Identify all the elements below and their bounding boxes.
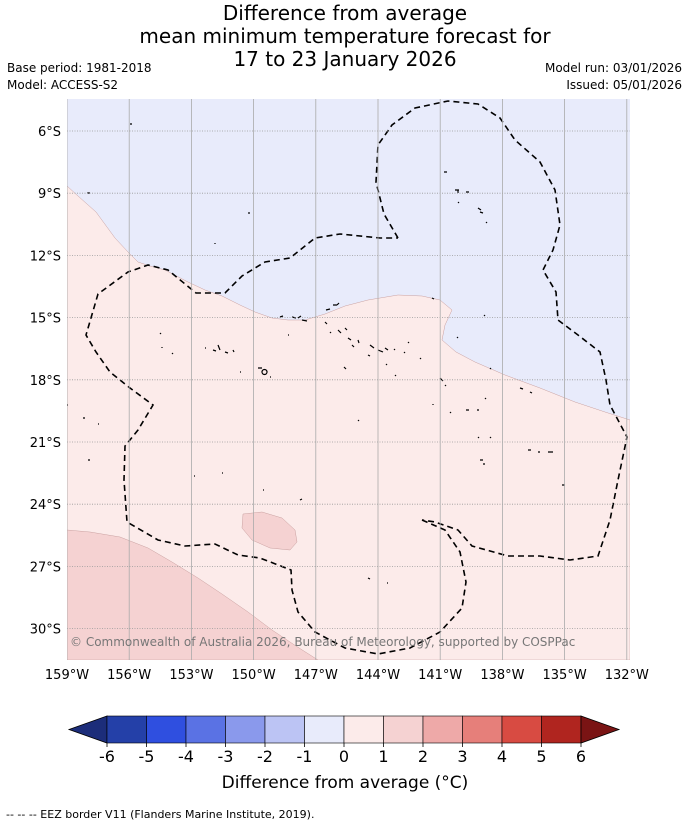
lat-label: 30°S: [30, 623, 61, 638]
copyright-credit: © Commonwealth of Australia 2026, Bureau…: [70, 635, 575, 649]
colorbar-segment: [304, 715, 345, 744]
colorbar-tick-label: 2: [418, 747, 428, 766]
title-line-2: mean minimum temperature forecast for: [139, 24, 551, 48]
colorbar-tick-label: 6: [576, 747, 586, 766]
lat-label: 9°S: [38, 187, 61, 202]
lat-label: 18°S: [30, 374, 61, 389]
colorbar-tick-label: -4: [178, 747, 194, 766]
title-line-3: 17 to 23 January 2026: [233, 47, 457, 71]
colorbar-tick-label: -5: [139, 747, 155, 766]
colorbar-tick-label: 1: [378, 747, 388, 766]
lat-label: 15°S: [30, 312, 61, 327]
colorbar-under-arrow: [67, 715, 108, 744]
lon-label: 132°W: [605, 668, 649, 683]
colorbar-segment: [225, 715, 266, 744]
title-line-1: Difference from average: [222, 1, 468, 25]
colorbar-over-arrow: [580, 715, 621, 744]
colorbar-segment: [264, 715, 305, 744]
lon-label: 147°W: [294, 668, 338, 683]
colorbar-segment: [422, 715, 463, 744]
lat-label: 12°S: [30, 249, 61, 264]
eez-border-polynesia: [85, 100, 628, 655]
colorbar-segment: [343, 715, 384, 744]
lon-label: 159°W: [45, 668, 89, 683]
colorbar-tick-label: -3: [218, 747, 234, 766]
anomaly-region-1-to-2-blob: [241, 511, 298, 551]
anomaly-region-0-to-1: [67, 185, 630, 660]
colorbar-segment: [106, 715, 147, 744]
colorbar-tick-label: 0: [339, 747, 349, 766]
gridlines: [67, 99, 630, 660]
colorbar-tick-label: 5: [536, 747, 546, 766]
colorbar-segment: [185, 715, 226, 744]
lat-label: 24°S: [30, 498, 61, 513]
colorbar-tick-label: -1: [297, 747, 313, 766]
lon-label: 144°W: [356, 668, 400, 683]
islands: [67, 123, 565, 584]
colorbar-tick-label: -2: [257, 747, 273, 766]
issued-date: Issued: 05/01/2026: [566, 78, 682, 92]
colorbar-tick-label: 4: [497, 747, 507, 766]
axis-labels: 6°S 9°S 12°S 15°S 18°S 21°S 24°S 27°S 30°S 159°W 1…: [30, 125, 649, 683]
colorbar-segment: [383, 715, 424, 744]
model-name: Model: ACCESS-S2: [7, 78, 119, 92]
colorbar-segment: [462, 715, 503, 744]
colorbar: -6 -5 -4 -3 -2 -1 0 1 2 3 4 5 6: [67, 715, 621, 766]
lat-label: 6°S: [38, 125, 61, 140]
anomaly-region-1-to-2-southwest: [67, 529, 319, 660]
colorbar-segment: [501, 715, 542, 744]
lon-label: 150°W: [232, 668, 276, 683]
map-area: © Commonwealth of Australia 2026, Bureau…: [67, 99, 630, 660]
colorbar-tick-label: 3: [457, 747, 467, 766]
colorbar-title: Difference from average (°C): [221, 773, 469, 793]
lon-label: 141°W: [418, 668, 462, 683]
lon-label: 135°W: [543, 668, 587, 683]
lon-label: 156°W: [107, 668, 151, 683]
colorbar-tick-label: -6: [99, 747, 115, 766]
colorbar-segment: [146, 715, 187, 744]
lon-label: 153°W: [169, 668, 213, 683]
legend-footer: -- -- -- EEZ border V11 (Flanders Marine…: [6, 808, 315, 821]
lat-label: 27°S: [30, 560, 61, 575]
lat-label: 21°S: [30, 436, 61, 451]
base-period: Base period: 1981-2018: [7, 61, 152, 75]
model-run: Model run: 03/01/2026: [544, 61, 682, 75]
lon-label: 138°W: [480, 668, 524, 683]
colorbar-segment: [541, 715, 582, 744]
